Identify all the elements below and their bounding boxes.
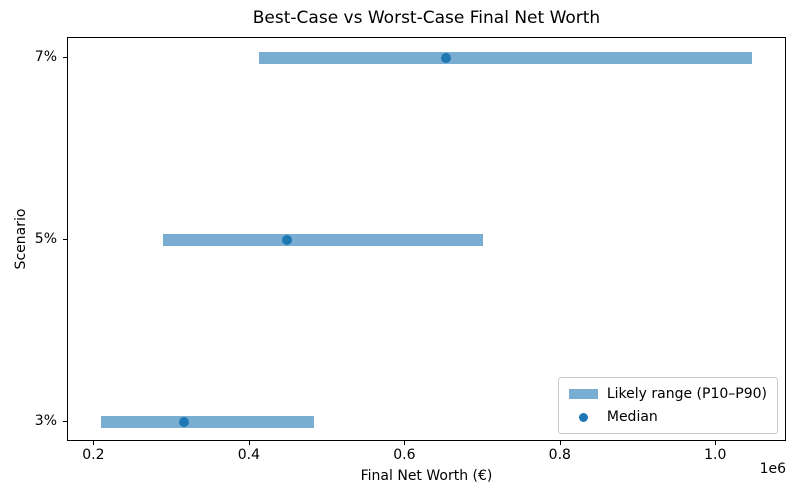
legend-item-label: Likely range (P10–P90)	[606, 386, 767, 402]
range-bar-7%	[258, 52, 753, 65]
plot-area: Likely range (P10–P90) Median	[67, 37, 786, 441]
median-dot-3%	[179, 416, 190, 427]
y-tick-mark	[63, 239, 67, 240]
x-tick-mark	[93, 441, 95, 445]
x-axis-offset-label: 1e6	[759, 461, 786, 477]
x-tick-label-0.8: 0.8	[548, 447, 571, 463]
y-tick-mark	[63, 420, 67, 422]
y-tick-mark	[63, 57, 67, 59]
legend: Likely range (P10–P90) Median	[557, 377, 778, 434]
legend-item-label: Median	[606, 409, 658, 425]
legend-range-swatch-icon	[568, 388, 598, 400]
y-tick-label-5%: 5%	[34, 231, 57, 247]
legend-median-dot-icon	[569, 411, 598, 423]
x-tick-label-0.2: 0.2	[82, 447, 105, 463]
legend-item: Median	[569, 409, 767, 425]
legend-item: Likely range (P10–P90)	[568, 386, 767, 402]
x-tick-label-0.6: 0.6	[393, 447, 416, 463]
median-dot-5%	[282, 235, 293, 245]
median-dot-7%	[441, 53, 452, 64]
x-tick-mark	[559, 441, 561, 445]
y-tick-label-7%: 7%	[34, 49, 57, 66]
chart-title: Best-Case vs Worst-Case Final Net Worth	[252, 8, 601, 28]
x-tick-mark	[715, 441, 717, 445]
range-bar-3%	[100, 415, 314, 428]
range-bar-5%	[163, 234, 483, 246]
x-tick-label-0.4: 0.4	[237, 447, 261, 463]
y-tick-label-3%: 3%	[34, 412, 57, 429]
x-axis-label: Final Net Worth (€)	[360, 468, 493, 484]
x-tick-mark	[404, 441, 406, 445]
x-tick-label-1.0: 1.0	[704, 447, 727, 463]
x-tick-mark	[248, 441, 250, 445]
